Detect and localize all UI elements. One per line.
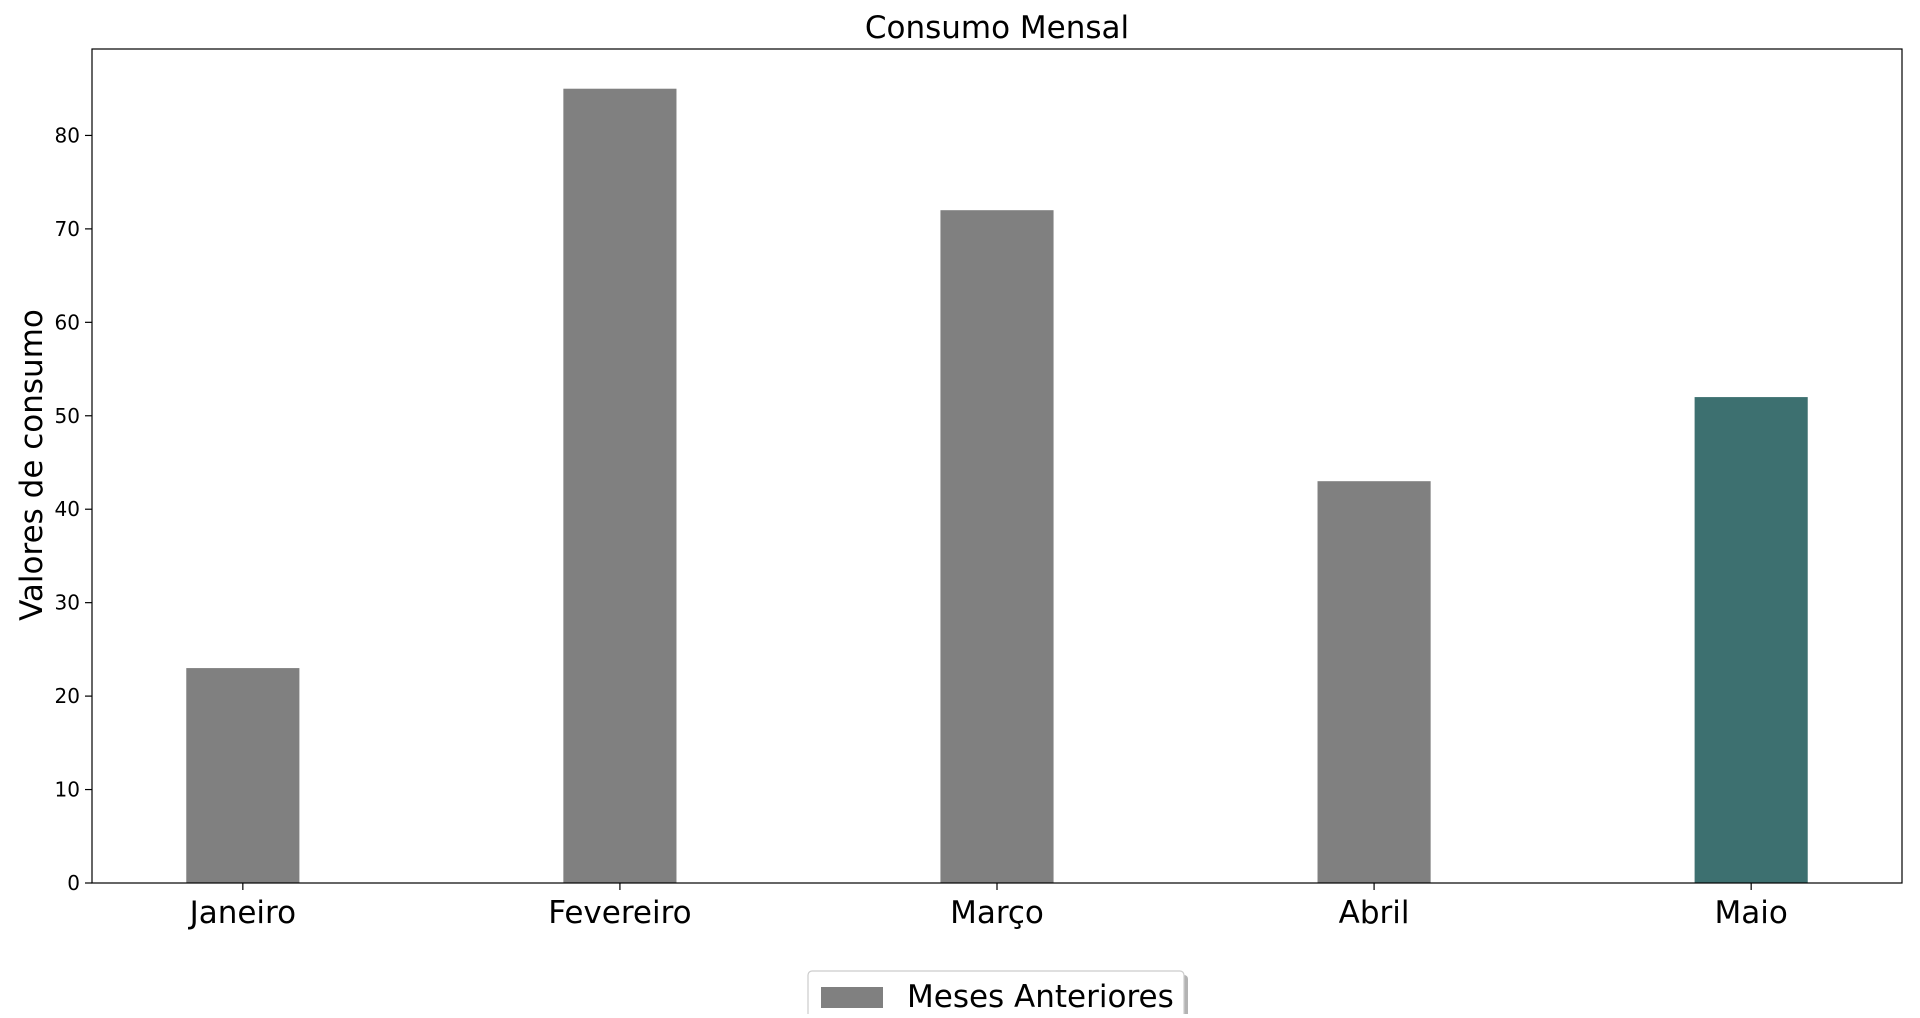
y-tick-label-30: 30: [55, 591, 80, 615]
bars-group: [186, 88, 1808, 883]
bar-marco: [940, 210, 1054, 883]
legend-swatch-meses-anteriores: [821, 987, 883, 1008]
bar-fevereiro: [563, 88, 677, 883]
x-tick-label-janeiro: Janeiro: [188, 895, 297, 931]
plot-area-frame: [91, 48, 1903, 884]
y-axis-ticks: 0 10 20 30 40 50 60 70 80: [55, 123, 92, 895]
y-tick-label-60: 60: [55, 310, 80, 334]
y-tick-label-80: 80: [55, 123, 80, 147]
legend-box: [807, 970, 1185, 1018]
bar-janeiro: [186, 668, 300, 883]
y-tick-label-70: 70: [55, 217, 80, 241]
y-tick-label-0: 0: [67, 871, 80, 895]
x-tick-label-marco: Março: [950, 895, 1044, 931]
x-axis-ticks: Janeiro Fevereiro Março Abril Maio: [188, 883, 1788, 931]
y-tick-label-40: 40: [55, 497, 80, 521]
x-tick-label-abril: Abril: [1339, 895, 1410, 931]
y-axis-label: Valores de consumo: [14, 309, 50, 621]
chart-title: Consumo Mensal: [865, 10, 1129, 46]
bar-maio: [1694, 397, 1808, 883]
legend-label-meses-anteriores: Meses Anteriores: [907, 979, 1174, 1014]
y-tick-label-20: 20: [55, 684, 80, 708]
x-tick-label-maio: Maio: [1715, 895, 1788, 931]
y-tick-label-50: 50: [55, 404, 80, 428]
legend: Meses Anteriores: [807, 970, 1188, 1018]
y-tick-label-10: 10: [55, 778, 80, 802]
x-tick-label-fevereiro: Fevereiro: [548, 895, 691, 931]
bar-abril: [1317, 481, 1431, 883]
